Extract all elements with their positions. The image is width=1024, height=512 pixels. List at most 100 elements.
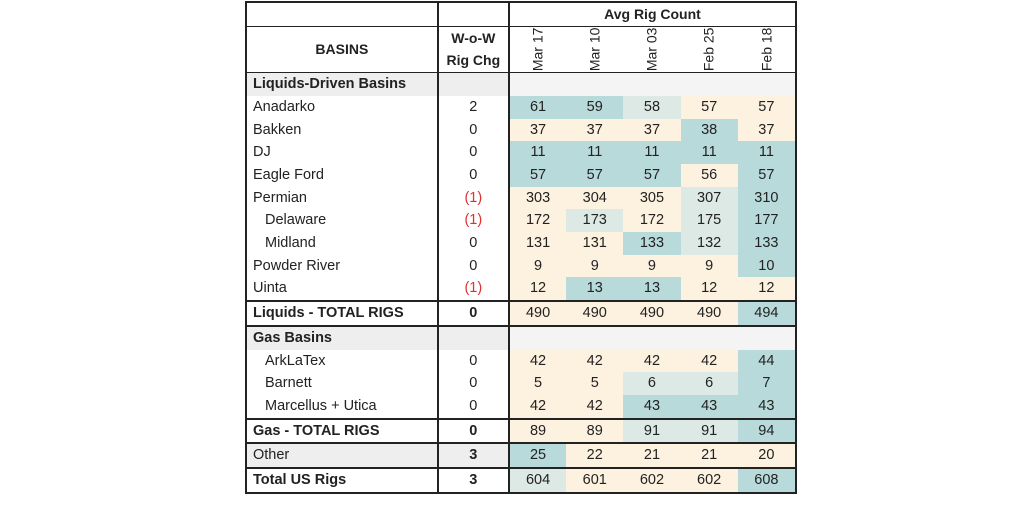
rig-count-table: Avg Rig Count BASINS W-o-W Rig Chg Mar 1… (245, 1, 797, 494)
rig-count-cell: 89 (566, 417, 624, 445)
rig-count-cell: 177 (737, 209, 796, 233)
rig-count-cell: 57 (566, 163, 624, 187)
header-row-columns: BASINS W-o-W Rig Chg Mar 17 Mar 10 Mar 0… (246, 26, 796, 74)
rig-count-cell: 61 (508, 95, 567, 119)
section-label: Liquids-Driven Basins (246, 72, 438, 96)
wow-change-cell: 3 (436, 443, 510, 469)
rig-count-cell: 59 (566, 95, 624, 119)
rig-count-cell: 38 (680, 118, 738, 142)
rig-count-cell: 133 (737, 232, 796, 255)
basin-name: Bakken (253, 121, 302, 138)
rig-count-cell: 9 (566, 254, 624, 278)
header-corner-cell (246, 2, 438, 27)
basin-name: Eagle Ford (253, 166, 324, 183)
wow-change-cell: 0 (436, 394, 510, 419)
other-row: Other 3 25 22 21 21 20 (246, 443, 796, 469)
rig-count-cell: 22 (566, 443, 624, 469)
table-title: Avg Rig Count (508, 2, 796, 27)
basin-name: Powder River (253, 257, 341, 274)
basin-name: ArkLaTex (265, 352, 326, 369)
wow-change-cell: (1) (436, 186, 510, 210)
rig-count-cell: 7 (737, 372, 796, 395)
rig-count-cell: 37 (508, 118, 567, 142)
wow-change-cell: 0 (436, 141, 510, 164)
basin-name: DJ (253, 144, 271, 161)
section-blank-cell (508, 72, 567, 96)
table-row: Uinta (1) 12 13 13 12 12 (246, 277, 796, 302)
rig-count-cell: 12 (737, 277, 796, 302)
rig-count-cell: 57 (623, 163, 681, 187)
section-label: Gas Basins (246, 325, 438, 350)
rig-count-cell: 11 (680, 141, 738, 164)
column-header: Feb 25 (680, 26, 738, 74)
rig-count-cell: 21 (680, 443, 738, 469)
rig-count-cell: 305 (623, 186, 681, 210)
rig-count-cell: 303 (508, 186, 567, 210)
column-header: Mar 10 (566, 26, 624, 74)
rig-count-cell: 6 (680, 372, 738, 395)
rig-count-cell: 5 (566, 372, 624, 395)
table-row: Barnett 0 5 5 6 6 7 (246, 372, 796, 395)
section-blank-cell (737, 325, 796, 350)
rig-count-cell: 173 (566, 209, 624, 233)
column-header: Mar 03 (623, 26, 681, 74)
wow-change-cell: 0 (436, 118, 510, 142)
rig-count-cell: 57 (508, 163, 567, 187)
wow-change-cell: 0 (436, 163, 510, 187)
rig-count-cell: 490 (508, 300, 567, 327)
section-blank-cell (737, 72, 796, 96)
section-blank-cell (680, 325, 738, 350)
rig-count-cell: 20 (737, 443, 796, 469)
grand-row: Total US Rigs 3 604 601 602 602 608 (246, 467, 796, 493)
rig-count-cell: 307 (680, 186, 738, 210)
table-row: Permian (1) 303 304 305 307 310 (246, 186, 796, 210)
rig-count-cell: 42 (566, 349, 624, 373)
rig-count-cell: 43 (737, 394, 796, 419)
rig-count-cell: 58 (623, 95, 681, 119)
wow-change-cell: 0 (436, 254, 510, 278)
section-blank-cell (436, 72, 510, 96)
rig-count-cell: 37 (737, 118, 796, 142)
rig-count-cell: 601 (566, 467, 624, 493)
rig-count-cell: 94 (737, 417, 796, 445)
table-row: Eagle Ford 0 57 57 57 56 57 (246, 163, 796, 187)
basin-name: Marcellus + Utica (265, 397, 377, 414)
section-blank-cell (566, 325, 624, 350)
wow-change-cell: 0 (436, 300, 510, 327)
column-header: Feb 18 (737, 26, 796, 74)
rig-count-cell: 42 (680, 349, 738, 373)
rig-count-cell: 56 (680, 163, 738, 187)
rig-count-cell: 13 (566, 277, 624, 302)
rig-count-cell: 11 (623, 141, 681, 164)
rig-count-cell: 42 (508, 394, 567, 419)
rig-count-cell: 132 (680, 232, 738, 255)
rig-count-cell: 42 (623, 349, 681, 373)
header-wow-blank-cell (436, 2, 510, 27)
rig-count-cell: 604 (508, 467, 567, 493)
rig-count-cell: 602 (680, 467, 738, 493)
rig-count-cell: 37 (566, 118, 624, 142)
basin-name: Total US Rigs (246, 467, 438, 493)
table-row: Delaware (1) 172 173 172 175 177 (246, 209, 796, 233)
rig-count-cell: 42 (508, 349, 567, 373)
section-row: Gas Basins (246, 325, 796, 350)
column-header-label: Feb 25 (700, 27, 717, 71)
rig-count-cell: 11 (737, 141, 796, 164)
column-header: Mar 17 (508, 26, 567, 74)
section-blank-cell (680, 72, 738, 96)
basin-name: Uinta (253, 280, 287, 297)
rig-count-cell: 25 (508, 443, 567, 469)
wow-change-cell: 0 (436, 372, 510, 395)
basins-header: BASINS (246, 26, 438, 74)
wow-change-cell: (1) (436, 209, 510, 233)
rig-count-cell: 304 (566, 186, 624, 210)
section-blank-cell (508, 325, 567, 350)
rig-count-cell: 57 (680, 95, 738, 119)
rig-count-cell: 10 (737, 254, 796, 278)
column-header-label: Mar 17 (529, 27, 546, 71)
rig-count-cell: 9 (508, 254, 567, 278)
rig-count-cell: 131 (508, 232, 567, 255)
rig-count-cell: 91 (680, 417, 738, 445)
basin-name: Other (246, 443, 438, 469)
table-row: DJ 0 11 11 11 11 11 (246, 141, 796, 164)
